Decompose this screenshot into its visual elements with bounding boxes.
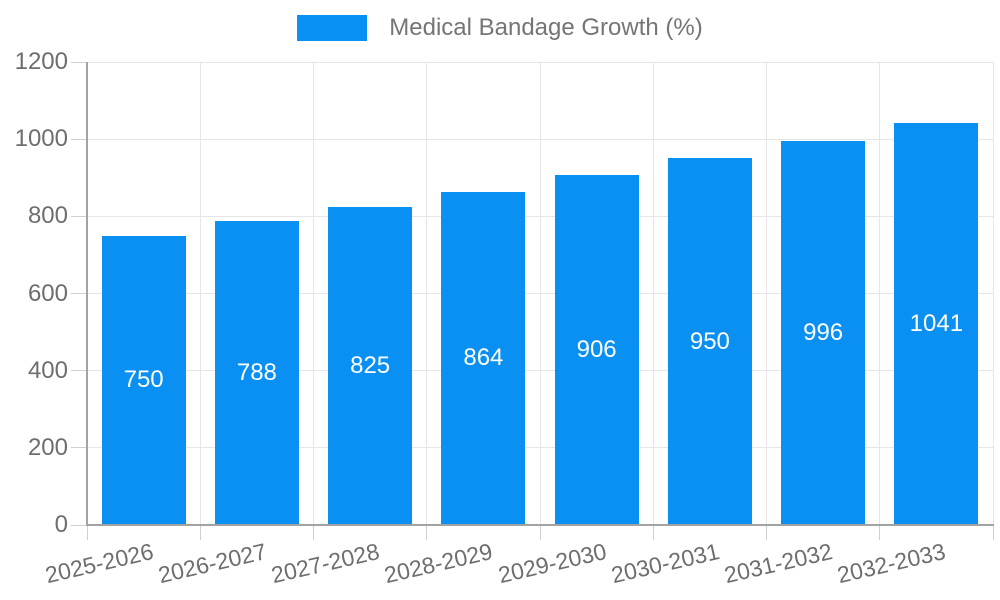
bar[interactable]: [441, 191, 526, 525]
y-axis-line: [86, 62, 88, 526]
y-axis-tick-label: 1200: [14, 48, 68, 75]
y-axis-tick-label: 800: [27, 202, 68, 230]
x-axis-tick-label: 2031-2032: [721, 538, 835, 589]
x-axis-tick-label: 2027-2028: [268, 538, 382, 589]
y-tick-mark: [71, 215, 87, 217]
bar[interactable]: [328, 206, 413, 525]
y-axis-tick-label: 1000: [14, 125, 68, 153]
gridline-vertical: [766, 62, 767, 525]
bar[interactable]: [554, 175, 639, 525]
x-axis-tick-label: 2030-2031: [608, 538, 722, 589]
legend[interactable]: Medical Bandage Growth (%): [0, 14, 1000, 42]
x-axis-tick-label: 2029-2030: [495, 538, 609, 589]
x-axis-tick-label: 2026-2027: [155, 538, 269, 589]
gridline-vertical: [199, 62, 201, 525]
x-tick-mark: [992, 525, 994, 540]
y-axis-tick-label: 200: [27, 433, 68, 461]
gridline-vertical: [992, 62, 994, 525]
gridline-vertical: [652, 62, 654, 525]
x-axis-tick-label: 2032-2033: [835, 538, 949, 589]
bar[interactable]: [894, 123, 979, 525]
bar[interactable]: [214, 220, 299, 525]
y-tick-mark: [71, 524, 87, 526]
x-tick-mark: [539, 525, 541, 540]
x-tick-mark: [766, 525, 767, 540]
bar-value-label: 950: [689, 327, 730, 355]
x-axis-tick-label: 2025-2026: [42, 538, 156, 589]
bar[interactable]: [781, 140, 866, 525]
y-axis-tick-label: 400: [27, 356, 68, 384]
gridline-vertical: [426, 62, 428, 525]
y-tick-mark: [71, 370, 87, 372]
y-axis-tick-label: 600: [27, 279, 68, 307]
bar-value-label: 750: [123, 366, 164, 394]
y-tick-mark: [71, 447, 87, 449]
x-axis-line: [86, 524, 994, 526]
x-tick-mark: [879, 525, 881, 540]
gridline-vertical: [879, 62, 881, 525]
x-axis-tick-label: 2028-2029: [382, 538, 496, 589]
x-tick-mark: [86, 525, 88, 540]
bar-value-label: 996: [803, 318, 844, 346]
bar-value-label: 788: [236, 358, 277, 386]
x-tick-mark: [313, 525, 314, 540]
x-tick-mark: [652, 525, 654, 540]
bar-value-label: 1041: [909, 310, 964, 338]
bar-value-label: 906: [576, 336, 617, 364]
bar-value-label: 825: [350, 351, 391, 379]
x-tick-mark: [426, 525, 428, 540]
gridline-vertical: [539, 62, 541, 525]
gridline-vertical: [313, 62, 314, 525]
y-tick-mark: [71, 138, 87, 140]
y-axis-tick-label: 0: [54, 511, 68, 538]
bar[interactable]: [101, 235, 186, 525]
legend-label: Medical Bandage Growth (%): [389, 14, 703, 41]
bar[interactable]: [667, 158, 752, 525]
x-tick-mark: [199, 525, 201, 540]
legend-color-swatch: [297, 15, 368, 41]
bar-value-label: 864: [463, 344, 504, 372]
y-tick-mark: [71, 61, 87, 63]
y-tick-mark: [71, 293, 87, 294]
